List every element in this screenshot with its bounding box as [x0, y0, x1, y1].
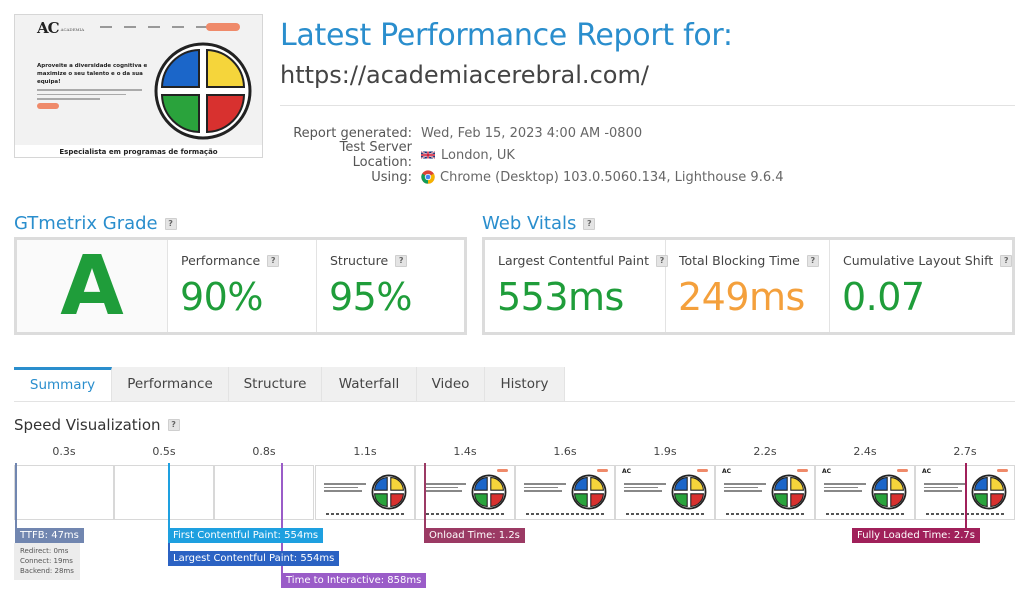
- structure-value: 95%: [329, 275, 412, 319]
- fully-loaded-line: [965, 463, 967, 529]
- frame-time: 1.9s: [653, 445, 677, 458]
- report-meta: Report generated: Wed, Feb 15, 2023 4:00…: [280, 122, 784, 188]
- web-vitals-panel: Largest Contentful Paint? 553ms Total Bl…: [482, 237, 1015, 335]
- uk-flag-icon: [421, 150, 435, 160]
- onload-line: [424, 463, 426, 529]
- gtmetrix-grade-panel: A Performance? 90% Structure? 95%: [14, 237, 467, 335]
- help-icon[interactable]: ?: [806, 254, 819, 267]
- help-icon[interactable]: ?: [167, 419, 180, 431]
- help-icon[interactable]: ?: [655, 254, 668, 267]
- tti-marker[interactable]: Time to Interactive: 858ms: [281, 573, 427, 588]
- help-icon[interactable]: ?: [1000, 254, 1013, 267]
- frame-time: 0.3s: [52, 445, 76, 458]
- fcp-line: [168, 463, 170, 529]
- structure-label: Structure: [330, 253, 389, 268]
- cls-value: 0.07: [842, 275, 925, 319]
- onload-marker[interactable]: Onload Time: 1.2s: [424, 528, 525, 543]
- tab-summary[interactable]: Summary: [14, 367, 112, 401]
- ttfb-line: [15, 463, 17, 529]
- frame-time: 0.8s: [252, 445, 276, 458]
- help-icon[interactable]: ?: [164, 217, 177, 230]
- tbt-value: 249ms: [678, 275, 805, 319]
- generated-label: Report generated:: [293, 125, 412, 141]
- connect-time: Connect: 19ms: [20, 557, 73, 565]
- tabs-divider: [14, 401, 1015, 402]
- tab-history[interactable]: History: [485, 367, 565, 401]
- performance-label: Performance: [181, 253, 261, 268]
- frame-time: 1.4s: [453, 445, 477, 458]
- tti-line: [281, 463, 283, 573]
- tbt-cell: Total Blocking Time? 249ms: [666, 240, 830, 332]
- frame-time: 2.2s: [753, 445, 777, 458]
- report-title: Latest Performance Report for:: [280, 18, 733, 53]
- tab-waterfall[interactable]: Waterfall: [322, 367, 417, 401]
- thumbnail-footer: Especialista em programas de formação: [15, 145, 262, 157]
- frame-time: 2.4s: [853, 445, 877, 458]
- report-tabs: Summary Performance Structure Waterfall …: [14, 367, 565, 401]
- cls-cell: Cumulative Layout Shift? 0.07: [830, 240, 1013, 332]
- tab-video[interactable]: Video: [417, 367, 485, 401]
- grade-cell: A: [17, 238, 168, 334]
- fully-loaded-marker[interactable]: Fully Loaded Time: 2.7s: [852, 528, 980, 543]
- structure-cell: Structure? 95%: [317, 240, 464, 332]
- grade-letter: A: [60, 238, 124, 334]
- lcp-label: Largest Contentful Paint: [498, 253, 649, 268]
- redirect-time: Redirect: 0ms: [20, 547, 69, 555]
- tab-structure[interactable]: Structure: [229, 367, 322, 401]
- frame-time: 0.5s: [152, 445, 176, 458]
- using-label: Using:: [371, 169, 412, 185]
- gtmetrix-grade-heading: GTmetrix Grade?: [14, 213, 177, 234]
- thumbnail-headline: Aproveite a diversidade cognitiva e maxi…: [37, 63, 148, 85]
- speed-visualization-heading: Speed Visualization?: [14, 416, 180, 434]
- page-screenshot-thumbnail[interactable]: AC ACADEMIA Aproveite a diversidade cogni…: [14, 14, 263, 158]
- report-url[interactable]: https://academiacerebral.com/: [280, 61, 649, 89]
- thumbnail-logo: AC ACADEMIA: [37, 19, 85, 37]
- frame-time: 1.6s: [553, 445, 577, 458]
- lcp-marker[interactable]: Largest Contentful Paint: 554ms: [168, 551, 340, 566]
- ttfb-marker[interactable]: TTFB: 47ms: [15, 528, 84, 543]
- performance-value: 90%: [180, 275, 263, 319]
- ttfb-breakdown: Redirect: 0ms Connect: 19ms Backend: 28m…: [14, 543, 80, 580]
- location-label: Test Server Location:: [339, 140, 412, 170]
- backend-time: Backend: 28ms: [20, 567, 74, 575]
- performance-cell: Performance? 90%: [168, 240, 317, 332]
- thumbnail-nav: AC ACADEMIA: [15, 15, 262, 43]
- tab-performance[interactable]: Performance: [112, 367, 229, 401]
- chrome-icon: [421, 170, 435, 184]
- help-icon[interactable]: ?: [267, 254, 280, 267]
- frame-time: 1.1s: [353, 445, 377, 458]
- web-vitals-heading: Web Vitals?: [482, 213, 596, 234]
- generated-value: Wed, Feb 15, 2023 4:00 AM -0800: [421, 125, 643, 141]
- header-divider: [280, 105, 1015, 106]
- lcp-value: 553ms: [497, 275, 624, 319]
- fcp-marker[interactable]: First Contentful Paint: 554ms: [168, 528, 324, 543]
- tbt-label: Total Blocking Time: [679, 253, 800, 268]
- frame-time: 2.7s: [953, 445, 977, 458]
- lcp-cell: Largest Contentful Paint? 553ms: [485, 240, 668, 332]
- cls-label: Cumulative Layout Shift: [843, 253, 994, 268]
- brain-quadrant-logo-icon: [154, 42, 252, 140]
- location-value: London, UK: [441, 147, 515, 163]
- help-icon[interactable]: ?: [395, 254, 408, 267]
- help-icon[interactable]: ?: [583, 217, 596, 230]
- using-value: Chrome (Desktop) 103.0.5060.134, Lightho…: [440, 169, 784, 185]
